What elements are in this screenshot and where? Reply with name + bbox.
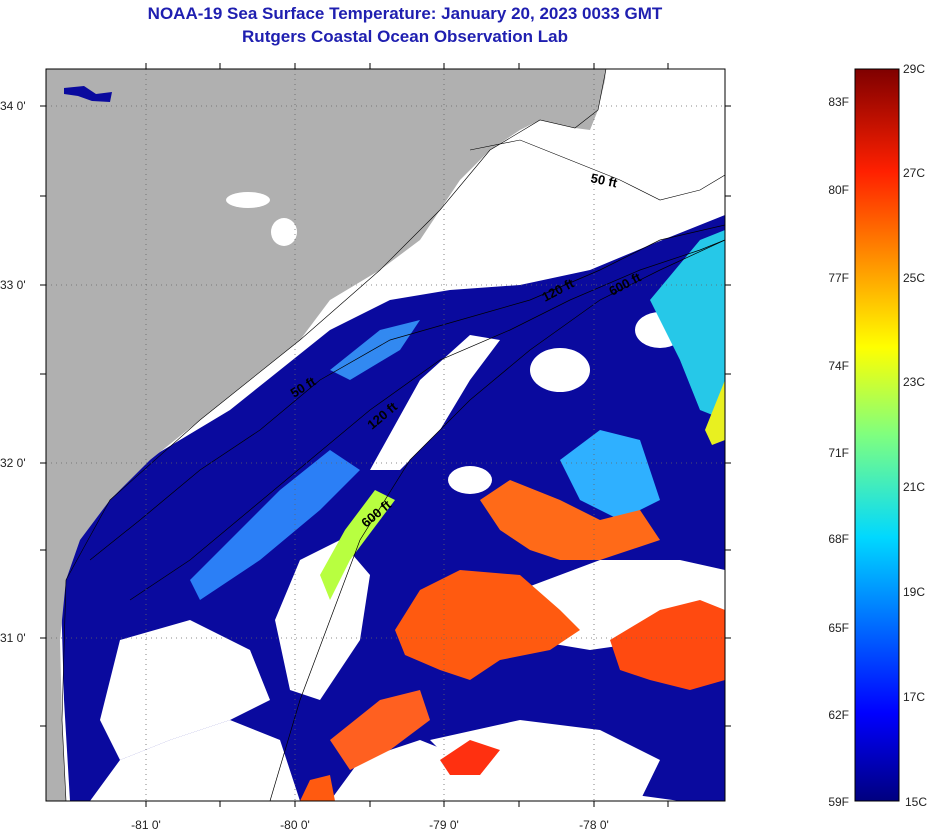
celsius-label: 19C [903,585,925,599]
fahrenheit-label: 77F [828,271,849,285]
warm-gulf-stream-edge [705,380,725,445]
warm-water-region [300,775,335,801]
fahrenheit-label: 71F [828,446,849,460]
warm-water-region [330,690,430,770]
bathymetry-contour-50ft [469,139,725,201]
celsius-label: 27C [903,166,925,180]
warm-water-region [440,740,500,775]
bathymetry-contour-50ft [89,224,725,561]
cloud-patch [271,218,297,246]
latitude-label: 31 0' [0,631,26,645]
latitude-label: 34 0' [0,99,26,113]
cloud-patch [275,540,370,700]
celsius-label: 29C [903,62,925,76]
graticule [46,69,725,801]
fahrenheit-label: 65F [828,621,849,635]
fahrenheit-label: 62F [828,708,849,722]
longitude-label: -80 0' [280,818,310,832]
cloud-patch [370,335,500,470]
celsius-label: 23C [903,375,925,389]
cloud-patch [100,620,270,760]
map-title: NOAA-19 Sea Surface Temperature: January… [147,4,663,23]
cloud-patch [448,466,492,494]
mid-temperature-band [560,430,660,520]
map-panel: 50 ft 120 ft 600 ft 50 ft 120 ft 600 ft [46,69,725,801]
fahrenheit-label: 59F [828,795,849,809]
temperature-colorbar [854,68,900,802]
colorbar-celsius-labels: 29C 27C 25C 23C 21C 19C 17C 15C [903,62,927,809]
celsius-label: 17C [903,690,925,704]
latitude-label: 32 0' [0,456,26,470]
warm-water-region [480,480,660,560]
land-mass [46,69,606,801]
cloud-patch [530,348,590,392]
warm-water-region [610,600,725,690]
longitude-label: -78 0' [579,818,609,832]
fahrenheit-label: 68F [828,532,849,546]
colorbar-fahrenheit-labels: 83F 80F 77F 74F 71F 68F 65F 62F 59F [828,95,849,809]
warm-water-region [395,570,580,680]
map-subtitle: Rutgers Coastal Ocean Observation Lab [242,27,568,46]
celsius-label: 15C [905,795,927,809]
contour-label: 50 ft [589,170,619,190]
mid-temperature-band [650,230,725,420]
map-frame [45,68,726,802]
celsius-label: 25C [903,271,925,285]
fahrenheit-label: 83F [828,95,849,109]
fahrenheit-label: 80F [828,183,849,197]
coastline [61,69,607,801]
warm-gulf-stream-edge [320,490,395,600]
river-water-body [64,86,112,102]
celsius-label: 21C [903,480,925,494]
cloud-patch [226,192,270,208]
latitude-label: 33 0' [0,278,26,292]
axis-ticks [40,63,731,807]
bathymetry-contour-600ft [269,239,725,801]
mid-temperature-band [330,320,420,380]
bathymetry-contour-120ft [129,239,725,601]
longitude-label: -79 0' [429,818,459,832]
longitude-label: -81 0' [131,818,161,832]
mid-temperature-band [190,450,360,600]
cloud-patch [430,720,660,801]
fahrenheit-label: 74F [828,359,849,373]
